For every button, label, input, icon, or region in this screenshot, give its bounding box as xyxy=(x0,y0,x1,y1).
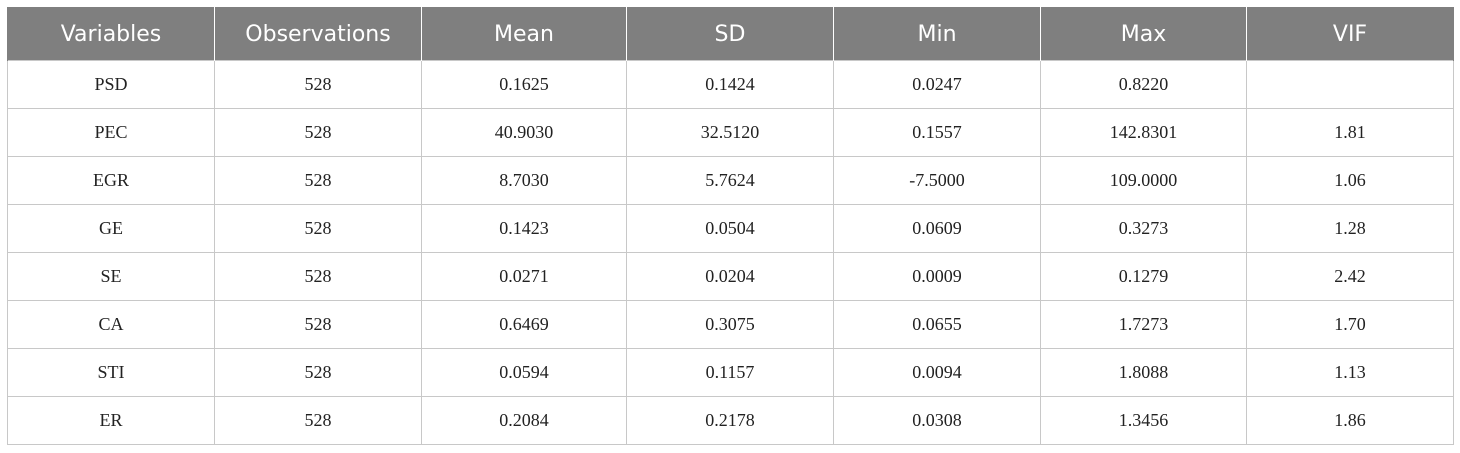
cell-min: 0.0247 xyxy=(833,60,1041,109)
cell-observations: 528 xyxy=(214,396,422,445)
cell-max: 0.1279 xyxy=(1040,252,1247,301)
cell-min: 0.1557 xyxy=(833,108,1041,157)
cell-observations: 528 xyxy=(214,204,422,253)
table-row: SE 528 0.0271 0.0204 0.0009 0.1279 2.42 xyxy=(7,252,1454,301)
cell-max: 1.7273 xyxy=(1040,300,1247,349)
cell-sd: 0.0204 xyxy=(626,252,834,301)
cell-min: 0.0308 xyxy=(833,396,1041,445)
descriptive-statistics-table-container: Variables Observations Mean SD Min Max V… xyxy=(7,7,1454,445)
cell-vif: 1.13 xyxy=(1246,348,1454,397)
cell-min: 0.0009 xyxy=(833,252,1041,301)
cell-mean: 0.1625 xyxy=(421,60,627,109)
cell-observations: 528 xyxy=(214,108,422,157)
cell-min: 0.0094 xyxy=(833,348,1041,397)
header-mean: Mean xyxy=(421,7,627,61)
table-row: PSD 528 0.1625 0.1424 0.0247 0.8220 xyxy=(7,60,1454,109)
cell-vif: 1.06 xyxy=(1246,156,1454,205)
cell-vif: 2.42 xyxy=(1246,252,1454,301)
cell-max: 1.3456 xyxy=(1040,396,1247,445)
cell-observations: 528 xyxy=(214,156,422,205)
cell-min: -7.5000 xyxy=(833,156,1041,205)
cell-observations: 528 xyxy=(214,348,422,397)
cell-mean: 8.7030 xyxy=(421,156,627,205)
cell-max: 0.3273 xyxy=(1040,204,1247,253)
table-row: STI 528 0.0594 0.1157 0.0094 1.8088 1.13 xyxy=(7,348,1454,397)
cell-observations: 528 xyxy=(214,252,422,301)
cell-sd: 32.5120 xyxy=(626,108,834,157)
header-max: Max xyxy=(1040,7,1247,61)
cell-sd: 0.1424 xyxy=(626,60,834,109)
table-header: Variables Observations Mean SD Min Max V… xyxy=(7,7,1454,61)
cell-vif: 1.70 xyxy=(1246,300,1454,349)
cell-variable: PSD xyxy=(7,60,215,109)
cell-mean: 0.6469 xyxy=(421,300,627,349)
cell-mean: 40.9030 xyxy=(421,108,627,157)
cell-mean: 0.1423 xyxy=(421,204,627,253)
cell-sd: 5.7624 xyxy=(626,156,834,205)
cell-sd: 0.1157 xyxy=(626,348,834,397)
cell-sd: 0.0504 xyxy=(626,204,834,253)
cell-max: 142.8301 xyxy=(1040,108,1247,157)
cell-variable: GE xyxy=(7,204,215,253)
table-body: PSD 528 0.1625 0.1424 0.0247 0.8220 PEC … xyxy=(7,60,1454,445)
cell-max: 1.8088 xyxy=(1040,348,1247,397)
header-observations: Observations xyxy=(214,7,422,61)
cell-sd: 0.2178 xyxy=(626,396,834,445)
cell-vif xyxy=(1246,60,1454,109)
cell-vif: 1.86 xyxy=(1246,396,1454,445)
cell-variable: PEC xyxy=(7,108,215,157)
cell-sd: 0.3075 xyxy=(626,300,834,349)
cell-variable: ER xyxy=(7,396,215,445)
header-sd: SD xyxy=(626,7,834,61)
table-row: CA 528 0.6469 0.3075 0.0655 1.7273 1.70 xyxy=(7,300,1454,349)
table-row: PEC 528 40.9030 32.5120 0.1557 142.8301 … xyxy=(7,108,1454,157)
table-row: ER 528 0.2084 0.2178 0.0308 1.3456 1.86 xyxy=(7,396,1454,445)
cell-max: 0.8220 xyxy=(1040,60,1247,109)
cell-max: 109.0000 xyxy=(1040,156,1247,205)
cell-observations: 528 xyxy=(214,300,422,349)
cell-variable: EGR xyxy=(7,156,215,205)
table-row: GE 528 0.1423 0.0504 0.0609 0.3273 1.28 xyxy=(7,204,1454,253)
cell-vif: 1.28 xyxy=(1246,204,1454,253)
cell-vif: 1.81 xyxy=(1246,108,1454,157)
cell-variable: STI xyxy=(7,348,215,397)
cell-variable: SE xyxy=(7,252,215,301)
header-variables: Variables xyxy=(7,7,215,61)
header-min: Min xyxy=(833,7,1041,61)
cell-mean: 0.0594 xyxy=(421,348,627,397)
cell-variable: CA xyxy=(7,300,215,349)
header-row: Variables Observations Mean SD Min Max V… xyxy=(7,7,1454,61)
cell-min: 0.0609 xyxy=(833,204,1041,253)
cell-observations: 528 xyxy=(214,60,422,109)
descriptive-statistics-table: Variables Observations Mean SD Min Max V… xyxy=(7,7,1454,445)
cell-mean: 0.2084 xyxy=(421,396,627,445)
cell-mean: 0.0271 xyxy=(421,252,627,301)
header-vif: VIF xyxy=(1246,7,1454,61)
cell-min: 0.0655 xyxy=(833,300,1041,349)
table-row: EGR 528 8.7030 5.7624 -7.5000 109.0000 1… xyxy=(7,156,1454,205)
